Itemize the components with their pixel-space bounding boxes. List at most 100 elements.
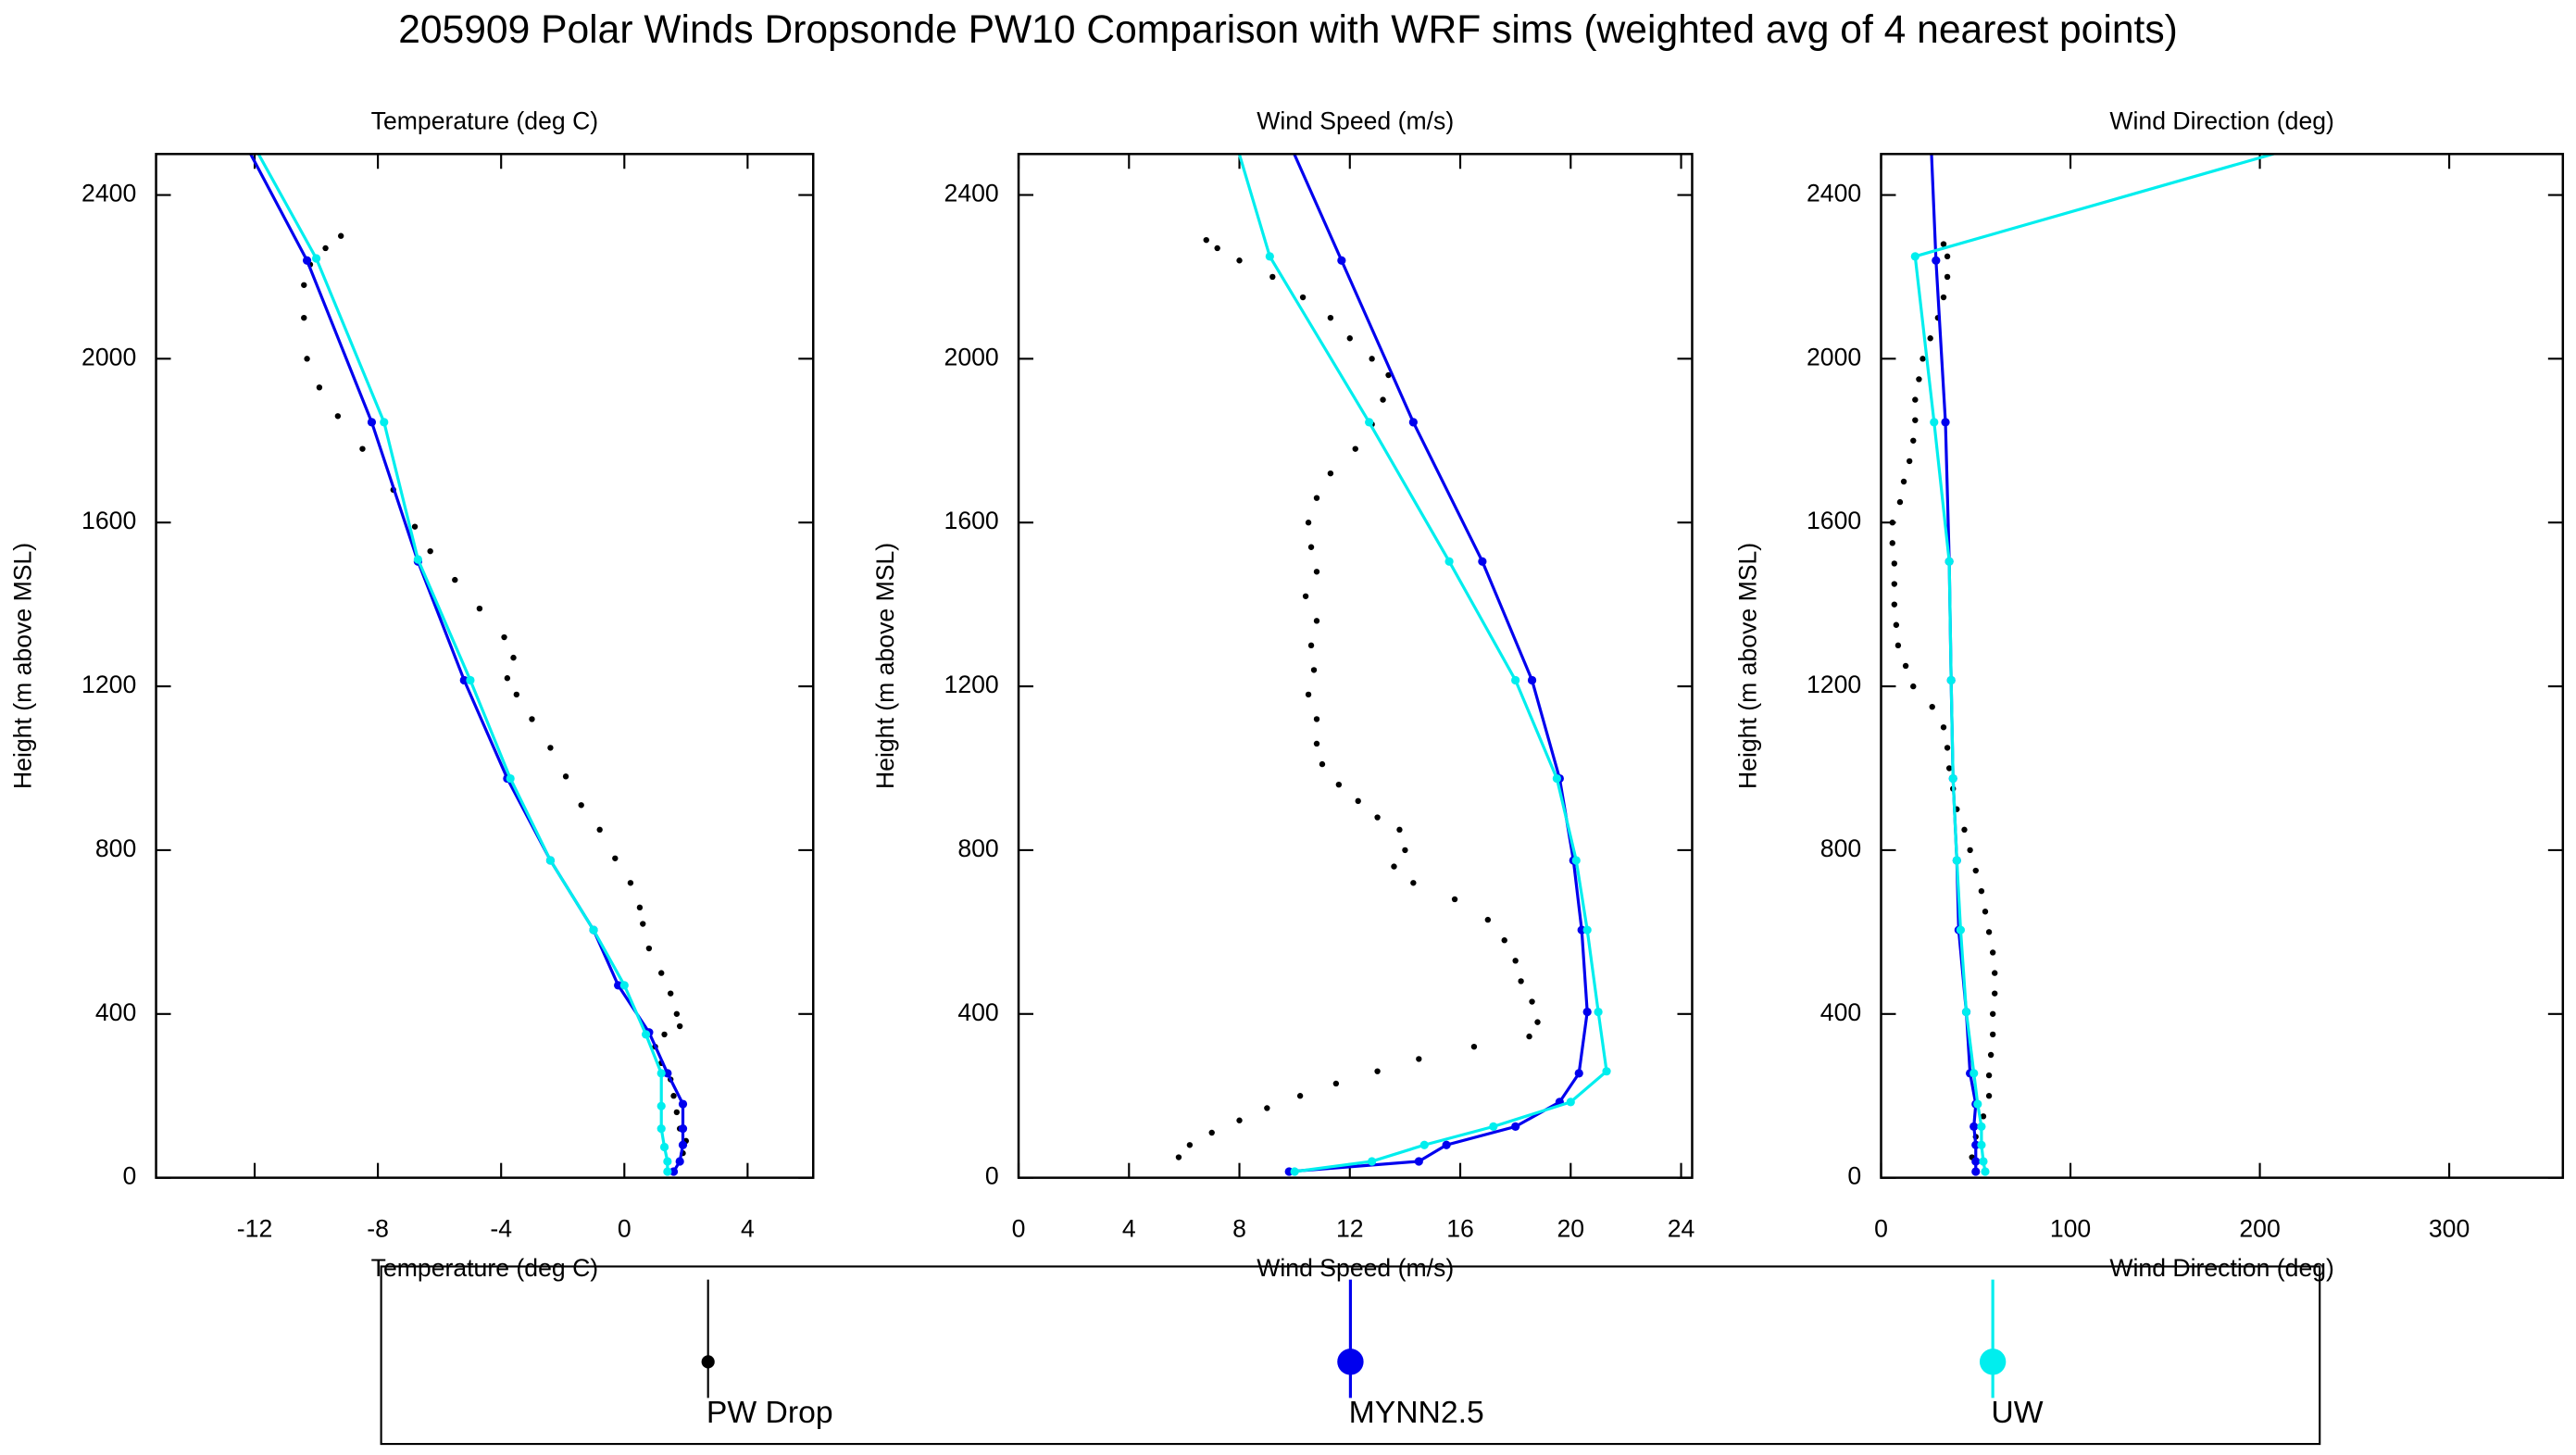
drop-point [670,1093,677,1099]
legend-label: UW [1991,1395,2043,1430]
drop-point [1391,863,1397,870]
line-marker [1971,1167,1981,1176]
y-tick-label: 1600 [1807,507,1861,534]
drop-point [1896,498,1904,506]
x-tick-label: 24 [1668,1214,1695,1242]
y-axis-label: Height (m above MSL) [871,543,899,789]
drop-point [1910,683,1917,690]
line-marker [302,256,312,265]
line-marker [311,254,321,263]
line-marker [1979,1157,1988,1166]
drop-point [1940,241,1947,247]
line-marker [1977,1140,1986,1149]
line-marker [678,1123,688,1134]
drop-point [645,945,653,952]
drop-point [1910,437,1917,444]
line-marker [1941,418,1950,427]
drop-point [1987,1051,1995,1059]
drop-point [1980,1113,1987,1120]
drop-point [1985,929,1993,935]
drop-point [1352,445,1358,452]
drop-point [661,1031,668,1038]
line-marker [1970,1122,1979,1131]
line-marker [1368,1157,1377,1166]
line-marker [1552,773,1561,784]
y-tick-label: 2400 [944,180,999,207]
drop-point [1380,396,1386,403]
chart-title: 205909 Polar Winds Dropsonde PW10 Compar… [398,7,2178,52]
plot-area [248,154,690,1176]
drop-point [673,1010,681,1017]
y-tick-label: 0 [122,1162,136,1190]
drop-point [1889,520,1895,526]
drop-point [1989,1031,1996,1038]
drop-point [1534,1019,1541,1025]
x-axis-label: Wind Direction (deg) [2109,1254,2334,1282]
drop-point [1944,745,1951,751]
drop-point [562,773,569,780]
y-tick-label: 400 [95,998,136,1026]
drop-point [1518,978,1524,985]
line-marker [1571,856,1581,865]
drop-point [1369,356,1375,362]
line-marker [413,555,422,564]
drop-point [640,921,646,927]
drop-point [1940,294,1947,301]
y-tick-label: 0 [1847,1162,1861,1190]
drop-point [322,245,329,252]
y-tick-label: 400 [957,998,998,1026]
line-marker [1489,1122,1498,1131]
drop-point [359,445,366,452]
x-tick-label: 200 [2239,1214,2280,1242]
drop-point [1186,1142,1194,1148]
drop-point [334,413,342,420]
drop-point [676,1022,683,1030]
line-marker [657,1123,666,1134]
drop-point [1906,458,1913,465]
drop-point [636,904,644,911]
drop-point [596,826,603,834]
drop-point [1296,1093,1304,1099]
drop-point [1940,724,1947,731]
line-marker [466,675,475,685]
drop-point [1451,896,1458,903]
line-marker [1337,256,1346,265]
panel-title: Wind Speed (m/s) [1257,107,1454,135]
drop-point [1313,716,1320,722]
line-marker [1971,1157,1981,1166]
x-tick-label: 100 [2050,1214,2091,1242]
y-tick-label: 1200 [81,671,136,698]
y-tick-label: 1600 [944,507,999,534]
drop-point [1944,273,1951,281]
line-marker [1442,1140,1451,1149]
drop-point [1916,376,1922,383]
legend-marker [1979,1348,2007,1375]
drop-point [337,232,344,239]
drop-point [1985,1072,1993,1079]
drop-point [510,654,517,661]
drop-point [1992,970,1998,976]
drop-point [1900,478,1907,485]
drop-point [1982,909,1989,915]
drop-point [1891,560,1898,567]
line-marker [1419,1140,1429,1149]
line-marker [1952,856,1961,865]
line-marker [1981,1167,1990,1176]
drop-point [1912,417,1919,423]
x-tick-label: 20 [1557,1214,1584,1242]
drop-point [1967,847,1973,854]
drop-point [1302,593,1309,599]
x-tick-label: -4 [490,1214,512,1242]
drop-point [658,970,665,976]
line-marker [1582,925,1592,934]
drop-point [1889,540,1895,546]
line-marker [1408,418,1418,427]
x-tick-label: 12 [1336,1214,1364,1242]
line-marker [1948,773,1957,784]
line-marker [1910,252,1919,261]
plot-area [1175,154,1611,1176]
drop-point [1961,826,1968,834]
x-tick-label: 300 [2429,1214,2470,1242]
y-tick-label: 2000 [1807,343,1861,370]
series-line [248,154,685,1173]
